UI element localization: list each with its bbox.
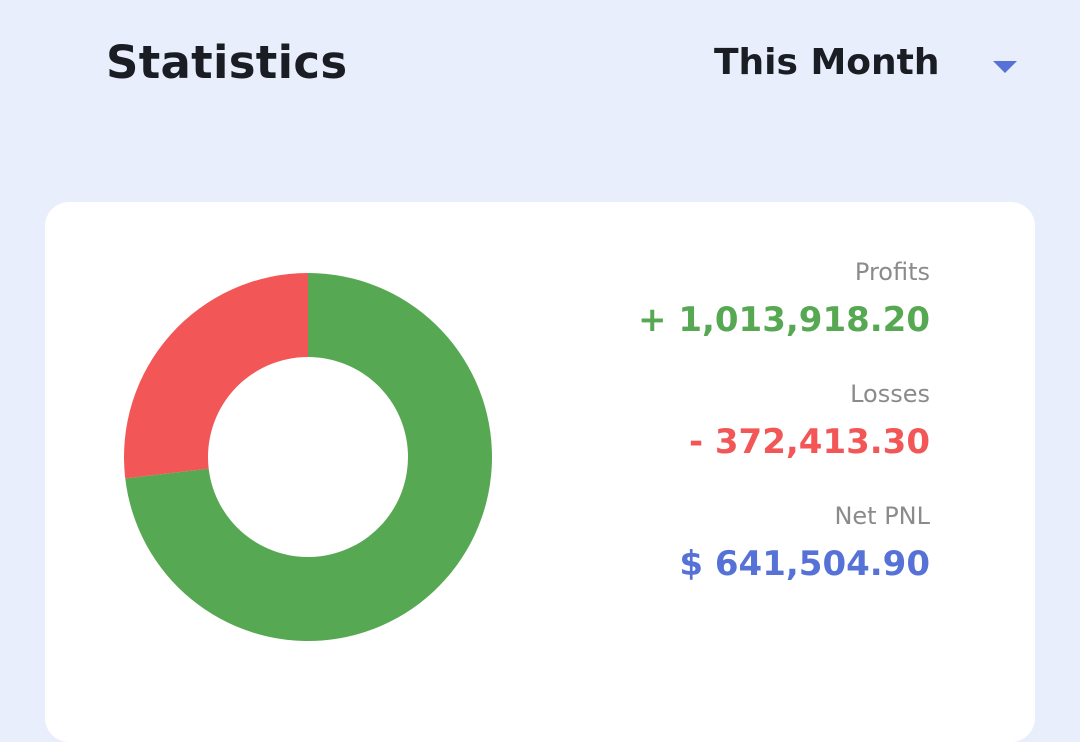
profits-stat: Profits + 1,013,918.20 <box>638 258 930 344</box>
donut-slice-profits <box>125 273 492 641</box>
net-pnl-stat: Net PNL $ 641,504.90 <box>679 502 930 588</box>
statistics-card: Profits + 1,013,918.20 Losses - 372,413.… <box>45 202 1035 742</box>
period-dropdown[interactable]: This Month <box>700 36 1040 92</box>
losses-label: Losses <box>850 380 930 408</box>
page-title: Statistics <box>106 36 348 89</box>
losses-value: - 372,413.30 <box>688 422 930 462</box>
pnl-donut-chart <box>124 273 492 641</box>
losses-stat: Losses - 372,413.30 <box>689 380 930 466</box>
period-dropdown-label: This Month <box>714 42 940 83</box>
profits-label: Profits <box>854 258 930 286</box>
donut-slice-losses <box>124 273 308 479</box>
net-pnl-value: $ 641,504.90 <box>679 544 930 584</box>
chevron-down-icon <box>993 61 1017 73</box>
donut-center-hole <box>220 369 396 545</box>
net-pnl-label: Net PNL <box>834 502 930 530</box>
profits-value: + 1,013,918.20 <box>638 300 930 340</box>
